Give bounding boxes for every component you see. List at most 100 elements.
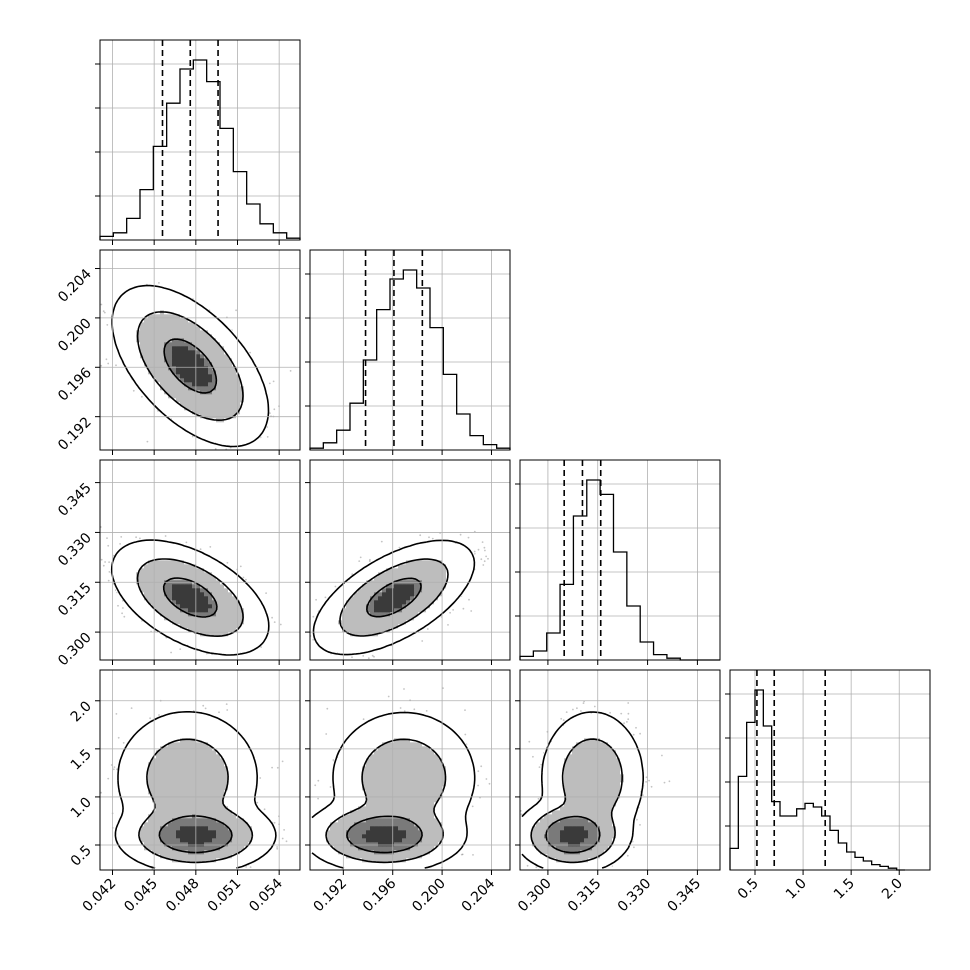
density-cell (232, 406, 237, 411)
density-cell (244, 402, 249, 407)
density-cell (200, 366, 205, 371)
density-cell (232, 382, 237, 387)
density-cell (136, 358, 141, 363)
density-cell (200, 382, 205, 387)
density-cell (144, 350, 149, 355)
density-cell (204, 394, 209, 399)
density-cell (184, 302, 189, 307)
density-cell (172, 290, 177, 295)
sample-point (107, 544, 110, 547)
density-cell (176, 390, 181, 395)
density-cell (180, 298, 185, 303)
density-cell (132, 302, 137, 307)
sample-point (179, 648, 182, 650)
density-cell (184, 426, 189, 431)
density-cell (192, 330, 197, 335)
sample-point (100, 364, 103, 367)
density-cell (144, 290, 149, 295)
density-cell (184, 306, 189, 311)
density-cell (224, 414, 229, 419)
density-cell (172, 394, 177, 399)
density-cell (208, 318, 213, 323)
density-cell (160, 362, 165, 367)
density-cell (224, 442, 229, 447)
density-cell (256, 398, 261, 403)
density-cell (192, 342, 197, 347)
density-cell (164, 330, 169, 335)
density-cell (204, 426, 209, 431)
density-cell (176, 306, 181, 311)
histogram-step-line (519, 479, 720, 661)
density-cell (228, 402, 233, 407)
density-cell (212, 350, 217, 355)
density-cell (228, 382, 233, 387)
density-cell (236, 430, 241, 435)
density-cell (224, 358, 229, 363)
density-cell (176, 382, 181, 387)
sample-point (266, 436, 269, 438)
density-cell (176, 314, 181, 319)
density-cell (188, 314, 193, 319)
density-cell (192, 386, 197, 391)
density-cell (228, 374, 233, 379)
density-cell (176, 418, 181, 423)
density-cell (192, 326, 197, 331)
density-cell (204, 346, 209, 351)
density-cell (224, 406, 229, 411)
density-cell (192, 378, 197, 383)
density-cell (124, 326, 129, 331)
density-cell (200, 310, 205, 315)
density-cell (156, 302, 161, 307)
density-cell (160, 390, 165, 395)
density-cell (236, 434, 241, 439)
sample-point (103, 311, 106, 314)
density-cell (256, 422, 261, 427)
density-cell (132, 322, 137, 327)
density-cell (252, 406, 257, 411)
density-cell (252, 374, 257, 379)
density-cell (220, 410, 225, 415)
density-cell (220, 378, 225, 383)
density-cell (116, 306, 121, 311)
density-cell (248, 406, 253, 411)
density-cell (220, 390, 225, 395)
density-cell (244, 362, 249, 367)
density-cell (196, 338, 201, 343)
density-cell (164, 314, 169, 319)
density-cell (192, 394, 197, 399)
density-cell (220, 442, 225, 447)
density-cell (228, 330, 233, 335)
density-cell (196, 326, 201, 331)
density-cell (148, 326, 153, 331)
density-cell (128, 314, 133, 319)
density-cell (220, 374, 225, 379)
density-cell (228, 342, 233, 347)
x-tick-label: 1.5 (831, 876, 858, 903)
density-cell (212, 330, 217, 335)
density-cell (220, 382, 225, 387)
density-cell (224, 330, 229, 335)
density-cell (180, 374, 185, 379)
density-cell (224, 354, 229, 359)
density-cell (184, 346, 189, 351)
density-cell (200, 378, 205, 383)
density-cell (196, 330, 201, 335)
density-cell (176, 298, 181, 303)
density-cell (236, 382, 241, 387)
density-cell (148, 314, 153, 319)
density-cell (200, 346, 205, 351)
density-cell (148, 286, 153, 291)
density-cell (112, 318, 117, 323)
density-cell (204, 334, 209, 339)
density-cell (204, 382, 209, 387)
density-cell (184, 354, 189, 359)
density-cell (176, 338, 181, 343)
density-cell (208, 434, 213, 439)
density-cell (220, 398, 225, 403)
density-cell (148, 294, 153, 299)
density-cell (224, 370, 229, 375)
density-cell (180, 362, 185, 367)
density-cell (176, 330, 181, 335)
density-cell (132, 342, 137, 347)
